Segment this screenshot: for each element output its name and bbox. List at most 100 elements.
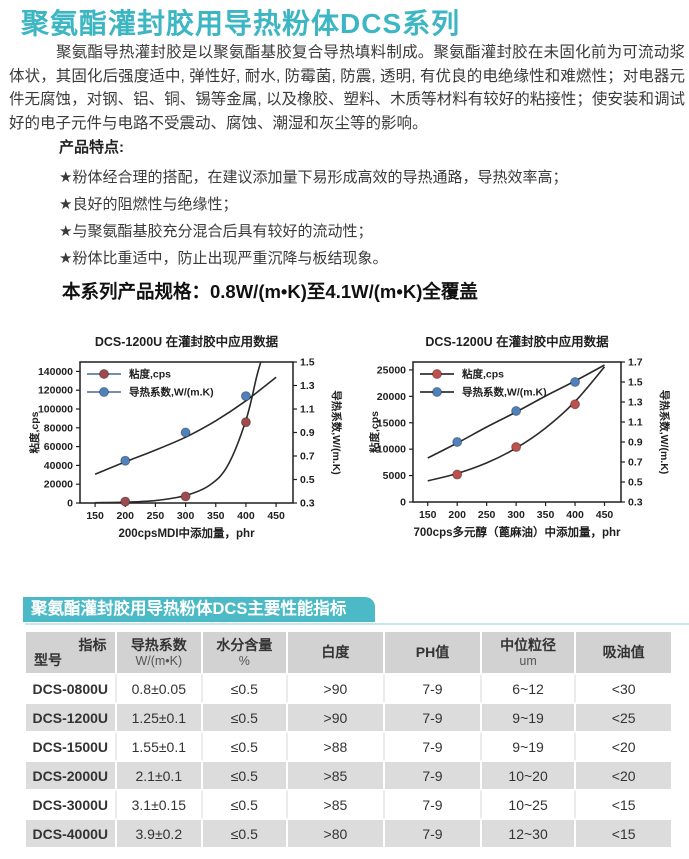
chart-viscosity-mdi: DCS-1200U 在灌封胶中应用数据 150 200 250 300 350 400 450… — [28, 334, 343, 540]
left-tick-label: 20000 — [377, 391, 406, 403]
value-cell: 7-9 — [384, 819, 482, 849]
value-cell: ≤0.5 — [202, 732, 288, 762]
x-axis-label: 200cpsMDI中添加量，phr — [118, 526, 255, 540]
legend-marker — [99, 387, 109, 397]
x-tick-label: 300 — [177, 510, 195, 522]
data-point — [120, 455, 131, 466]
feature-item: ★粉体经合理的搭配，在建议添加量下易形成高效的导热通路，导热效率高； — [59, 169, 568, 186]
right-tick-label: 0.5 — [300, 474, 315, 486]
table-row: DCS-3000U 3.1±0.15 ≤0.5 >85 7-9 10~25 <15 — [26, 790, 671, 820]
value-cell: 7-9 — [384, 732, 482, 762]
legend-label: 导热系数,W/(m.K) — [129, 386, 214, 399]
x-tick-label: 400 — [566, 509, 584, 521]
value-cell: 12~30 — [480, 819, 577, 849]
value-cell: 7-9 — [384, 703, 482, 733]
corner-label-model: 型号 — [34, 652, 62, 668]
left-tick-label: 20000 — [44, 479, 73, 491]
x-tick-label: 200 — [448, 509, 466, 521]
legend-marker — [99, 369, 109, 379]
data-point — [120, 496, 131, 507]
feature-item: ★良好的阻燃性与绝缘性； — [59, 196, 238, 213]
value-cell: <15 — [575, 790, 671, 820]
value-cell: ≤0.5 — [202, 674, 288, 704]
left-tick-label: 140000 — [38, 366, 73, 378]
value-cell: 10~25 — [480, 790, 577, 820]
left-tick-label: 5000 — [383, 470, 407, 482]
right-tick-label: 1.5 — [628, 377, 643, 389]
right-axis-label: 导热系数,W/(m.K) — [330, 390, 343, 475]
value-cell: 7-9 — [384, 674, 482, 704]
left-tick-label: 0 — [400, 497, 406, 509]
value-cell: >88 — [286, 732, 386, 762]
legend-marker — [432, 387, 442, 397]
left-tick-label: 10000 — [377, 444, 406, 456]
right-axis-label: 导热系数,W/(m.K) — [658, 390, 671, 475]
value-cell: 1.25±0.1 — [115, 703, 204, 733]
data-point — [570, 399, 581, 410]
value-cell: ≤0.5 — [202, 819, 288, 849]
model-cell: DCS-4000U — [26, 819, 117, 849]
feature-item: ★与聚氨酯基胶充分混合后具有较好的流动性； — [59, 223, 373, 240]
value-cell: >90 — [286, 703, 386, 733]
features-section: 产品特点: ★粉体经合理的搭配，在建议添加量下易形成高效的导热通路，导热效率高；… — [59, 136, 669, 272]
right-tick-label: 0.9 — [300, 427, 315, 439]
column-header-oil-absorption: 吸油值 — [575, 632, 671, 675]
page-title: 聚氨酯灌封胶用导热粉体DCS系列 — [21, 8, 461, 39]
chart-title: DCS-1200U 在灌封胶中应用数据 — [425, 334, 609, 349]
x-tick-label: 150 — [419, 509, 437, 521]
value-cell: ≤0.5 — [202, 703, 288, 733]
table-row: DCS-4000U 3.9±0.2 ≤0.5 >80 7-9 12~30 <15 — [26, 819, 671, 849]
value-cell: 10~20 — [480, 761, 577, 791]
plot-border — [412, 361, 622, 503]
corner-label-indicator: 指标 — [78, 637, 107, 653]
chart-viscosity-polyol: DCS-1200U 在灌封胶中应用数据 150 200 250 300 350 400 450… — [368, 334, 671, 539]
intro-paragraph: 聚氨酯导热灌封胶是以聚氨酯基胶复合导热填料制成。聚氨酯灌封胶在未固化前为可流动浆… — [9, 44, 685, 132]
legend-marker — [432, 369, 442, 379]
features-heading: 产品特点: — [59, 139, 124, 156]
data-point — [240, 391, 251, 402]
value-cell: <25 — [575, 703, 671, 733]
value-cell: >90 — [286, 674, 386, 704]
value-cell: 0.8±0.05 — [115, 674, 204, 704]
left-axis-label: 粘度,cps — [368, 411, 381, 453]
x-tick-label: 450 — [596, 509, 614, 521]
legend-label: 粘度,cps — [129, 368, 171, 381]
model-cell: DCS-1500U — [26, 732, 117, 762]
performance-table-banner: 聚氨酯灌封胶用导热粉体DCS主要性能指标 — [23, 597, 375, 622]
banner-underline-divider — [25, 623, 689, 625]
right-tick-label: 1.3 — [300, 380, 315, 392]
feature-item: ★粉体比重适中，防止出现严重沉降与板结现象。 — [59, 250, 388, 267]
column-header-ph: PH值 — [384, 632, 482, 675]
right-tick-label: 0.3 — [300, 498, 315, 510]
left-tick-label: 0 — [67, 498, 73, 510]
value-cell: <20 — [575, 761, 671, 791]
value-cell: 1.55±0.1 — [115, 732, 204, 762]
model-cell: DCS-2000U — [26, 761, 117, 791]
value-cell: <30 — [575, 674, 671, 704]
value-cell: 6~12 — [480, 674, 577, 704]
column-header-thermal-conductivity: 导热系数 W/(m•K) — [115, 632, 204, 675]
left-tick-label: 60000 — [44, 441, 73, 453]
legend-label: 导热系数,W/(m.K) — [462, 386, 547, 399]
right-tick-label: 1.3 — [628, 397, 643, 409]
value-cell: ≤0.5 — [202, 790, 288, 820]
data-point — [570, 377, 581, 387]
table-row: DCS-2000U 2.1±0.1 ≤0.5 >85 7-9 10~20 <20 — [26, 761, 671, 791]
x-tick-label: 300 — [507, 509, 525, 521]
series-spec-line: 本系列产品规格：0.8W/(m•K)至4.1W/(m•K)全覆盖 — [62, 281, 478, 302]
left-tick-label: 80000 — [44, 422, 73, 434]
right-tick-label: 1.7 — [628, 357, 643, 369]
x-tick-label: 250 — [147, 510, 165, 522]
right-tick-label: 0.7 — [628, 457, 643, 469]
right-tick-label: 1.1 — [300, 404, 315, 416]
right-tick-label: 0.7 — [300, 451, 315, 463]
value-cell: <15 — [575, 819, 671, 849]
value-cell: 3.9±0.2 — [115, 819, 204, 849]
value-cell: 7-9 — [384, 761, 482, 791]
value-cell: 9~19 — [480, 703, 577, 733]
left-tick-label: 100000 — [38, 404, 73, 416]
x-tick-label: 350 — [207, 510, 225, 522]
value-cell: 9~19 — [480, 732, 577, 762]
value-cell: ≤0.5 — [202, 761, 288, 791]
data-point — [240, 417, 251, 428]
